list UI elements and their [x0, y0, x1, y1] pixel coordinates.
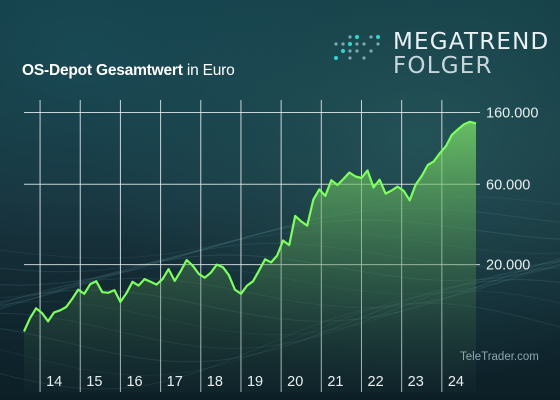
- x-tick-label: 16: [126, 374, 142, 390]
- x-tick-label: 18: [207, 374, 223, 390]
- logo-dot: [347, 41, 353, 47]
- logo-dot: [376, 42, 380, 46]
- series-line: [22, 120, 477, 332]
- logo-dot: [355, 42, 359, 46]
- x-tick-label: 24: [448, 374, 464, 390]
- y-tick-label: 160.000: [486, 106, 538, 122]
- logo-dot: [354, 34, 360, 40]
- logo-dot: [340, 48, 346, 54]
- x-tick-label: 21: [327, 374, 343, 390]
- logo-dot: [369, 49, 373, 53]
- logo-dot: [355, 49, 359, 53]
- logo-dot: [341, 42, 345, 46]
- title-suffix: in Euro: [182, 62, 235, 79]
- x-tick-label: 20: [287, 374, 303, 390]
- y-axis-labels: 20.000 60.000 160.000: [486, 106, 538, 274]
- x-tick-label: 14: [46, 374, 62, 390]
- logo-dot: [362, 42, 366, 46]
- source-credit: TeleTrader.com: [460, 351, 539, 363]
- logo-dot: [362, 56, 366, 60]
- logo-dot: [333, 55, 339, 61]
- logo-dot: [375, 34, 381, 40]
- brand-logo: MEGATREND FOLGER: [393, 30, 549, 78]
- x-axis-labels: 14 15 16 17 18 19 20 21 22 23 24: [46, 374, 464, 390]
- logo-dot: [348, 56, 352, 60]
- x-tick-label: 17: [167, 374, 183, 390]
- y-tick-label: 60.000: [486, 177, 530, 193]
- logo-dot: [348, 49, 352, 53]
- logo-dot: [369, 35, 373, 39]
- brand-line-1: MEGATREND: [393, 29, 550, 55]
- x-tick-label: 22: [368, 374, 384, 390]
- brand-line-2: FOLGER: [393, 53, 493, 79]
- logo-dot: [334, 42, 338, 46]
- x-tick-label: 15: [86, 374, 102, 390]
- dot-grid-arrow-icon: [333, 34, 381, 61]
- logo-dot: [348, 35, 352, 39]
- series-area: [24, 121, 476, 393]
- title-bold: OS-Depot Gesamtwert: [22, 62, 183, 79]
- chart-title: OS-Depot Gesamtwert in Euro: [22, 62, 235, 80]
- x-tick-label: 19: [247, 374, 263, 390]
- y-tick-label: 20.000: [486, 258, 530, 274]
- x-tick-label: 23: [408, 374, 424, 390]
